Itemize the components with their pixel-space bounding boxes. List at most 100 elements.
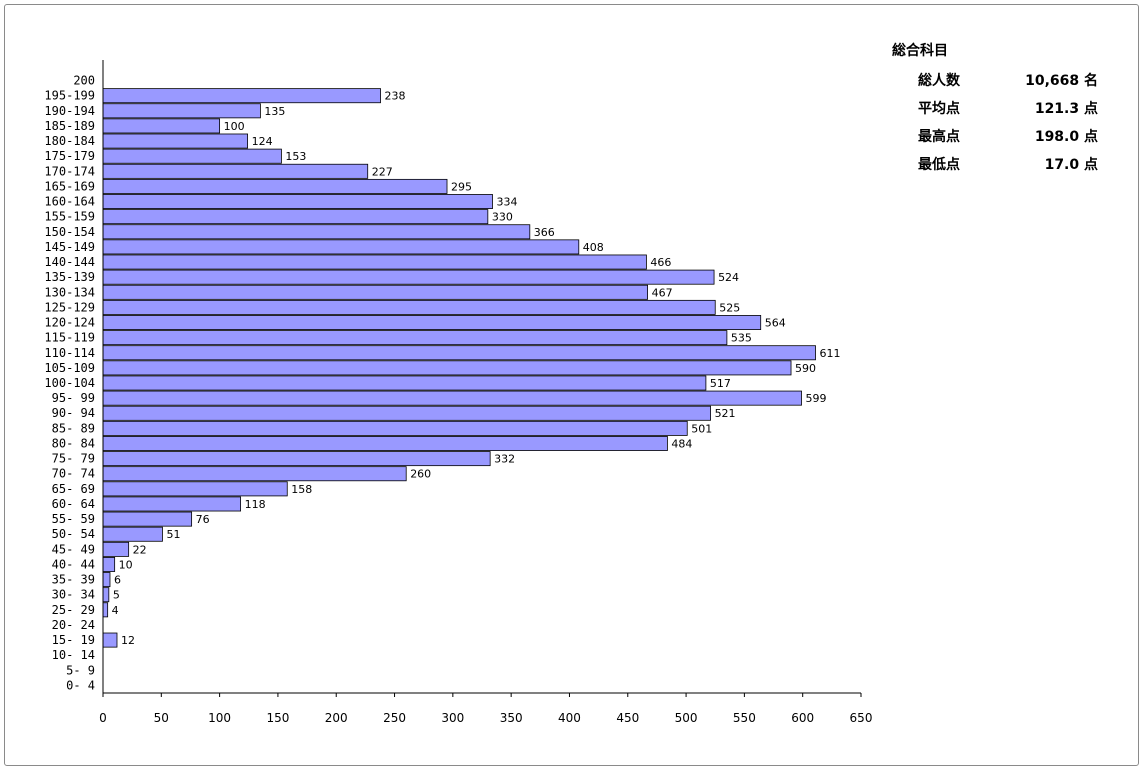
bar-value-label-70-74: 260 xyxy=(410,468,431,481)
bar-45-49 xyxy=(102,541,130,557)
x-tick-label-500: 500 xyxy=(675,711,698,725)
bar-195-199 xyxy=(102,88,381,104)
bar-120-124 xyxy=(102,315,762,330)
bar-75-79 xyxy=(102,451,491,467)
y-tick-label-165-169: 165-169 xyxy=(44,179,95,193)
stats-value-max: 198.0 点 xyxy=(1034,129,1098,145)
y-tick-label-20-24: 20- 24 xyxy=(52,618,95,632)
bar-value-label-115-119: 535 xyxy=(731,332,752,345)
x-tick-label-50: 50 xyxy=(154,711,169,725)
bar-165-169 xyxy=(102,178,448,194)
bar-35-39 xyxy=(102,572,111,588)
y-tick-label-180-184: 180-184 xyxy=(44,134,95,148)
bar-value-label-105-109: 590 xyxy=(795,362,816,375)
y-tick-label-105-109: 105-109 xyxy=(44,361,95,375)
y-tick-label-110-114: 110-114 xyxy=(44,346,95,360)
y-tick-label-100-104: 100-104 xyxy=(44,376,95,390)
bar-value-label-15-19: 12 xyxy=(121,634,135,647)
y-tick-label-140-144: 140-144 xyxy=(44,255,95,269)
y-tick-label-195-199: 195-199 xyxy=(44,89,95,103)
y-tick-label-35-39: 35- 39 xyxy=(52,573,95,587)
x-tick-label-300: 300 xyxy=(441,711,464,725)
bar-value-label-65-69: 158 xyxy=(291,483,312,496)
bar-155-159 xyxy=(102,209,489,225)
y-tick-label-175-179: 175-179 xyxy=(44,149,95,163)
stats-label-total: 総人数 xyxy=(918,73,960,89)
bar-140-144 xyxy=(102,254,647,270)
stats-value-min: 17.0 点 xyxy=(1044,157,1098,173)
y-tick-label-200: 200 xyxy=(73,74,95,88)
bar-150-154 xyxy=(102,224,531,240)
bar-145-149 xyxy=(102,239,580,255)
bar-value-label-45-49: 22 xyxy=(133,543,147,556)
y-tick-label-0-4: 0- 4 xyxy=(66,678,95,692)
bar-value-label-130-134: 467 xyxy=(652,286,673,299)
bar-15-19 xyxy=(102,632,118,648)
x-tick-label-600: 600 xyxy=(791,711,814,725)
y-tick-label-60-64: 60- 64 xyxy=(52,497,95,511)
y-tick-label-155-159: 155-159 xyxy=(44,210,95,224)
x-tick-label-650: 650 xyxy=(850,711,873,725)
y-tick-label-115-119: 115-119 xyxy=(44,331,95,345)
bar-value-label-100-104: 517 xyxy=(710,377,731,390)
bar-85-89 xyxy=(102,420,688,436)
stats-label-mean: 平均点 xyxy=(918,101,960,117)
x-tick-label-350: 350 xyxy=(500,711,523,725)
stats-label-min: 最低点 xyxy=(918,157,960,173)
bar-value-label-55-59: 76 xyxy=(196,513,210,526)
bar-175-179 xyxy=(102,148,282,164)
y-tick-label-45-49: 45- 49 xyxy=(52,542,95,556)
stats-row-mean: 平均点 121.3 点 xyxy=(918,98,1098,118)
bar-value-label-165-169: 295 xyxy=(451,180,472,193)
x-tick-label-550: 550 xyxy=(733,711,756,725)
bar-value-label-135-139: 524 xyxy=(718,271,739,284)
bar-135-139 xyxy=(102,269,715,285)
bar-55-59 xyxy=(102,511,193,527)
y-tick-label-85-89: 85- 89 xyxy=(52,421,95,435)
bar-value-label-125-129: 525 xyxy=(719,301,740,314)
bar-value-label-190-194: 135 xyxy=(264,105,285,118)
stats-row-max: 最高点 198.0 点 xyxy=(918,126,1098,146)
bar-70-74 xyxy=(102,466,407,482)
stats-label-max: 最高点 xyxy=(918,129,960,145)
y-tick-label-55-59: 55- 59 xyxy=(52,512,95,526)
y-tick-label-80-84: 80- 84 xyxy=(52,436,95,450)
bar-130-134 xyxy=(102,284,648,300)
bar-100-104 xyxy=(102,375,707,391)
y-tick-label-160-164: 160-164 xyxy=(44,195,95,209)
bar-value-label-120-124: 564 xyxy=(765,317,786,330)
bar-115-119 xyxy=(102,330,728,346)
y-tick-label-120-124: 120-124 xyxy=(44,316,95,330)
bar-90-94 xyxy=(102,405,711,421)
bar-value-label-30-34: 5 xyxy=(113,589,120,602)
y-tick-label-75-79: 75- 79 xyxy=(52,452,95,466)
bar-180-184 xyxy=(102,133,249,149)
bar-170-174 xyxy=(102,163,369,179)
bar-160-164 xyxy=(102,194,493,209)
y-tick-label-40-44: 40- 44 xyxy=(52,557,95,571)
bar-value-label-145-149: 408 xyxy=(583,241,604,254)
stats-row-min: 最低点 17.0 点 xyxy=(918,154,1098,174)
x-tick-label-0: 0 xyxy=(99,711,107,725)
x-tick-label-200: 200 xyxy=(325,711,348,725)
bar-40-44 xyxy=(102,557,116,572)
bar-190-194 xyxy=(102,103,261,119)
stats-value-total: 10,668 名 xyxy=(1025,73,1098,89)
y-tick-label-90-94: 90- 94 xyxy=(52,406,95,420)
bar-80-84 xyxy=(102,436,668,451)
y-tick-label-50-54: 50- 54 xyxy=(52,527,95,541)
bar-65-69 xyxy=(102,481,288,497)
bar-value-label-75-79: 332 xyxy=(494,453,515,466)
y-tick-label-135-139: 135-139 xyxy=(44,270,95,284)
y-tick-label-25-29: 25- 29 xyxy=(52,603,95,617)
bar-110-114 xyxy=(102,345,816,361)
stats-title: 総合科目 xyxy=(892,43,948,59)
bar-value-label-80-84: 484 xyxy=(671,437,692,450)
bar-value-label-60-64: 118 xyxy=(245,498,266,511)
bar-value-label-180-184: 124 xyxy=(252,135,273,148)
bar-95-99 xyxy=(102,390,802,406)
bar-value-label-175-179: 153 xyxy=(285,150,306,163)
bar-25-29 xyxy=(102,602,109,618)
bar-value-label-90-94: 521 xyxy=(715,407,736,420)
